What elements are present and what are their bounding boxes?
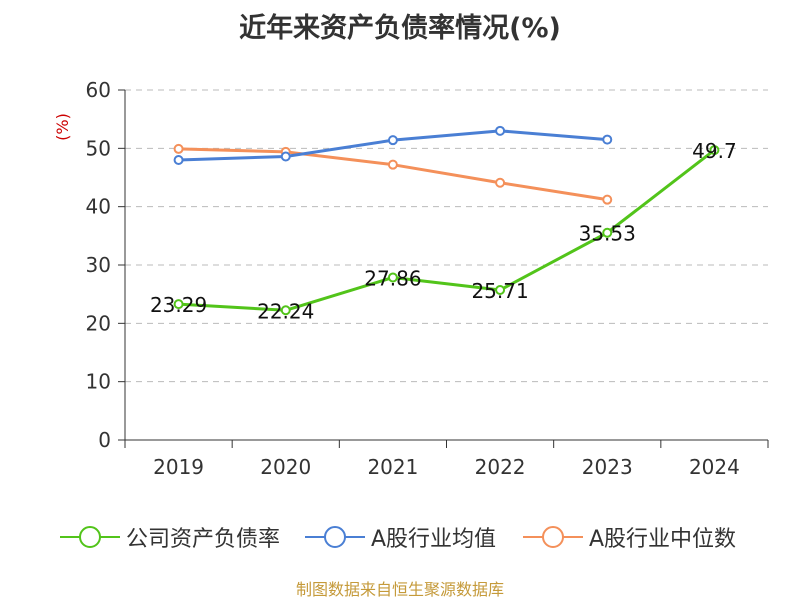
legend-marker-industry-mean-icon	[305, 526, 365, 548]
x-tick-label: 2020	[260, 455, 311, 479]
series-line-0	[178, 148, 716, 312]
data-label: 23.29	[150, 293, 207, 317]
data-labels: 23.29 22.24 27.86 25.71 35.53 49.7	[150, 139, 737, 323]
data-point	[387, 159, 398, 170]
y-tick-label: 20	[86, 311, 111, 335]
y-axis-label: (%)	[53, 113, 72, 141]
y-tick-label: 40	[86, 195, 111, 219]
y-tick-label: 10	[86, 370, 111, 394]
y-tick-label: 0	[98, 428, 111, 452]
data-label: 27.86	[364, 266, 421, 290]
data-point	[173, 143, 184, 154]
axes: 0 10 20 30 40 50 60 (%) 2019 2020 2021 2022 2023 2024	[53, 78, 769, 479]
data-label: 22.24	[257, 299, 314, 323]
data-label: 35.53	[579, 222, 636, 246]
x-tick-label: 2021	[367, 455, 418, 479]
y-tick-label: 30	[86, 253, 111, 277]
x-tick-label: 2022	[475, 455, 526, 479]
legend-item-company[interactable]: 公司资产负债率	[60, 522, 280, 552]
y-tick-label: 50	[86, 136, 111, 160]
data-point	[602, 194, 613, 205]
data-point	[602, 227, 613, 238]
data-point	[495, 177, 506, 188]
legend-label-industry-mean: A股行业均值	[371, 527, 497, 552]
data-point	[495, 285, 506, 296]
chart-title: 近年来资产负债率情况(%)	[239, 13, 561, 44]
data-point	[602, 134, 613, 145]
legend-marker-company-icon	[60, 526, 120, 548]
legend-label-company: 公司资产负债率	[126, 527, 281, 552]
data-point	[387, 272, 398, 283]
legend-marker-industry-median-icon	[523, 526, 583, 548]
data-point	[280, 305, 291, 316]
legend-item-industry-mean[interactable]: A股行业均值	[305, 522, 496, 552]
footer-source: 制图数据来自恒生聚源数据库	[295, 580, 504, 599]
data-point	[173, 155, 184, 165]
y-tick-label: 60	[86, 78, 111, 102]
data-point	[173, 299, 184, 310]
series-lines	[173, 125, 720, 316]
data-point	[495, 125, 506, 136]
legend-item-industry-median[interactable]: A股行业中位数	[523, 522, 736, 552]
x-tick-label: 2024	[689, 455, 740, 479]
data-point	[709, 145, 720, 156]
x-tick-label: 2023	[582, 455, 633, 479]
legend-label-industry-median: A股行业中位数	[589, 527, 737, 552]
data-label: 49.7	[692, 139, 737, 163]
grid-lines	[125, 89, 768, 383]
data-point	[387, 135, 398, 146]
data-point	[280, 151, 291, 162]
data-label: 25.71	[471, 279, 528, 303]
x-tick-label: 2019	[153, 455, 204, 479]
